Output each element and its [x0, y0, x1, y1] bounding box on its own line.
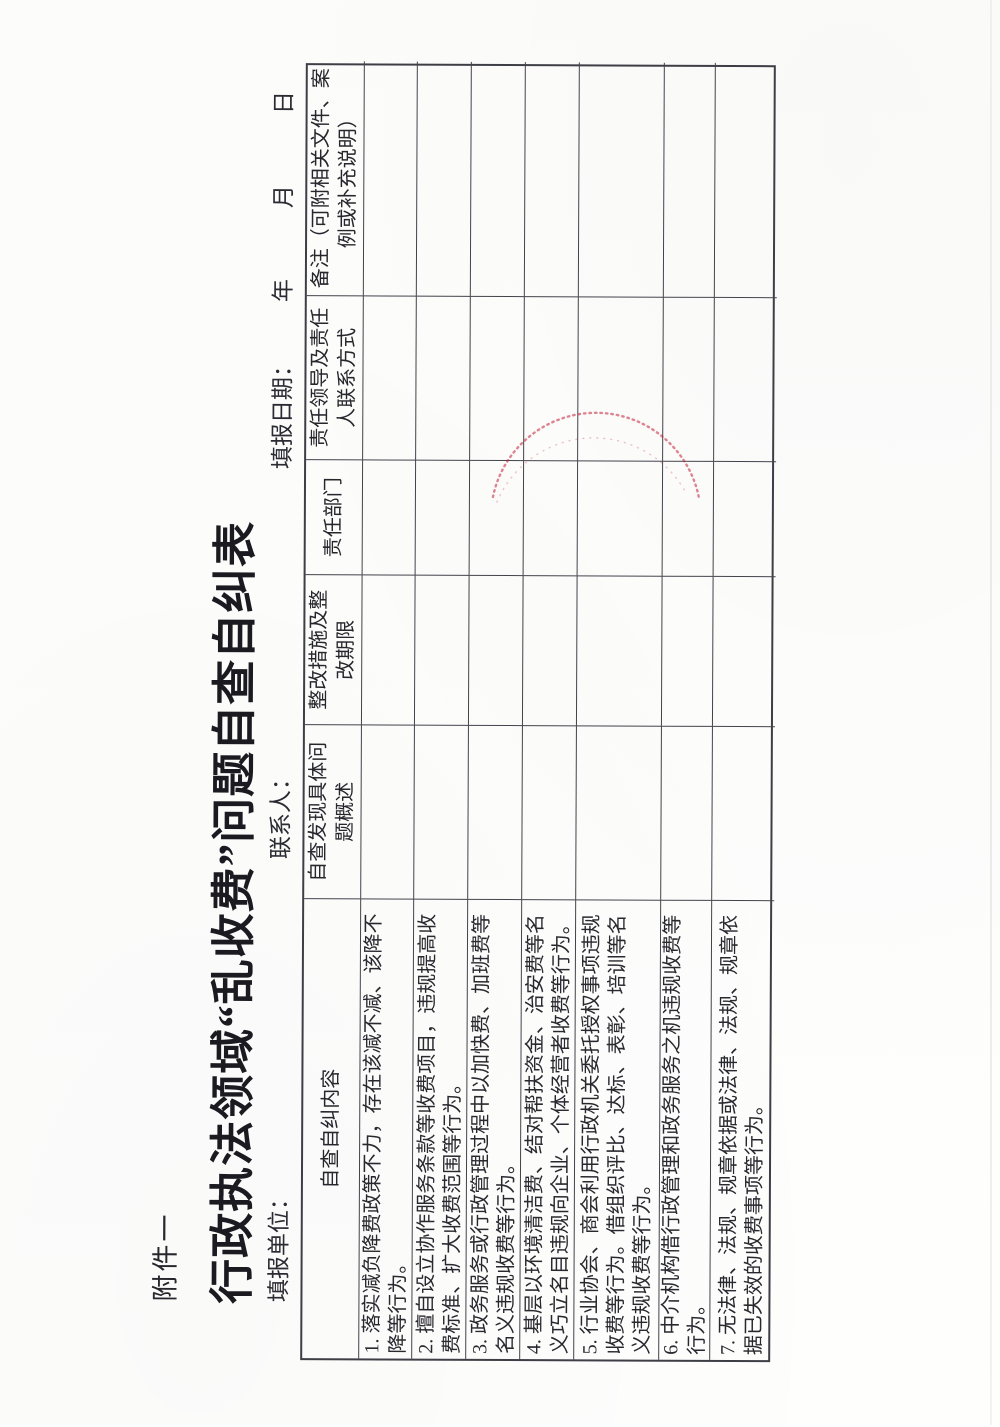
empty-cell [361, 724, 415, 899]
row-content-cell: 4. 基层以环境清洁费、结对帮扶资金、治安费等名义巧立名目违规向企业、个体经营者… [520, 899, 577, 1360]
empty-cell [416, 295, 471, 460]
official-seal-arc [491, 411, 701, 503]
header-cell-measures-deadline: 整改措施及整改期限 [304, 574, 363, 725]
empty-cell [715, 63, 778, 297]
empty-cell [663, 62, 716, 297]
empty-cell [713, 460, 777, 577]
row-content-cell: 3. 政务服务或行政管理过程中以加快费、加班费等名义违规收费等行为。 [466, 898, 523, 1360]
header-cell-department: 责任部门 [305, 459, 364, 575]
row-content-cell: 6. 中介机构借行政管理和政务服务之机违规收费等行为。 [659, 899, 713, 1360]
header-cell-content: 自查自纠内容 [302, 898, 362, 1359]
empty-cell [524, 62, 580, 297]
empty-cell [522, 725, 577, 900]
attachment-label: 附件一 [150, 1211, 181, 1302]
header-cell-leader-contact: 责任领导及责任人联系方式 [306, 295, 364, 460]
header-cell-problem-summary: 自查发现具体问题概述 [304, 724, 362, 899]
date-year-label: 年 [270, 278, 296, 303]
empty-cell [470, 61, 526, 297]
row-content-cell: 1. 落实减负降费政策不力，存在该减不减、该降不降等行为。 [359, 898, 415, 1359]
empty-cell [714, 296, 777, 462]
empty-cell [414, 574, 470, 725]
empty-cell [416, 61, 472, 296]
empty-cell [362, 459, 417, 575]
row-content-cell: 5. 行业协会、商会利用行政机关委托授权事项违规收费等行为。借组织评比、达标、表… [574, 899, 662, 1360]
header-cell-remarks: 备注（可附相关文件、案例或补充说明） [306, 61, 365, 296]
empty-cell [415, 459, 471, 575]
empty-cell [361, 574, 416, 725]
empty-cell [712, 725, 775, 901]
empty-cell [578, 62, 665, 297]
fill-date-label: 填报日期： [270, 353, 296, 470]
scanner-edge-shadow [990, 0, 992, 1425]
row-content-cell: 7. 无法律、法规、规章依据或法律、法规、规章依据已失效的收费事项等行为。 [710, 899, 775, 1361]
empty-cell [363, 61, 418, 296]
fill-unit-label: 填报单位： [266, 1186, 292, 1303]
form-title: 行政执法领域“乱收费”问题自查自纠表 [207, 520, 261, 1304]
date-day-label: 日 [271, 90, 297, 115]
self-check-table: 自查自纠内容 自查发现具体问题概述 整改措施及整改期限 责任部门 责任领导及责任… [300, 61, 778, 1363]
empty-cell [712, 575, 776, 727]
empty-cell [468, 724, 523, 900]
date-month-label: 月 [271, 184, 297, 209]
empty-cell [363, 295, 417, 460]
empty-cell [414, 724, 469, 899]
empty-cell [661, 725, 713, 900]
row-content-cell: 2. 擅自设立协作服务条款等收费项目，违规提高收费标准、扩大收费范围等行为。 [412, 898, 469, 1359]
empty-cell [576, 725, 662, 900]
contact-label: 联系人： [268, 766, 294, 860]
